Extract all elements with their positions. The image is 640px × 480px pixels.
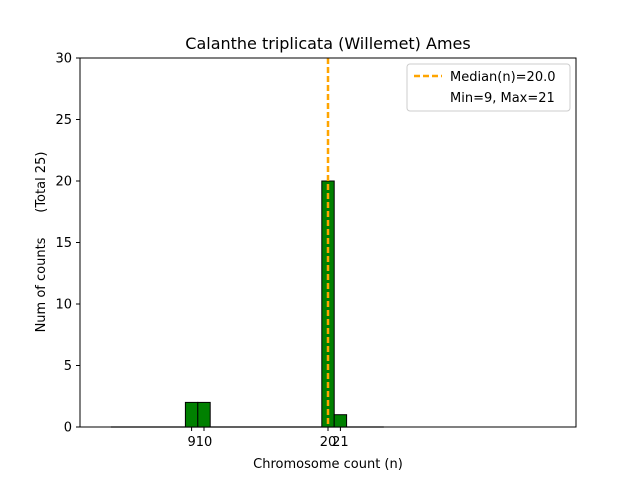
x-tick-label: 9 [187,435,195,450]
y-tick-label: 20 [55,175,72,190]
chart-title: Calanthe triplicata (Willemet) Ames [185,34,470,53]
y-tick-label: 0 [64,421,72,436]
legend-median-label: Median(n)=20.0 [450,70,556,85]
x-tick-label: 21 [332,435,349,450]
legend: Median(n)=20.0 Min=9, Max=21 [406,63,571,112]
legend-box [406,63,571,112]
bars-group [111,180,384,428]
y-tick-label: 25 [55,113,72,128]
y-axis-label: Num of counts (Total 25) [34,152,49,333]
y-tick-label: 10 [55,298,72,313]
y-tick-label: 15 [55,236,72,251]
x-tick-label: 20 [320,435,337,450]
y-axis-ticks: 0 5 10 15 20 25 30 [55,52,80,436]
x-axis-label: Chromosome count (n) [253,457,403,472]
bar-10 [197,401,211,428]
legend-range-label: Min=9, Max=21 [450,91,555,106]
bar-9 [184,401,199,428]
y-tick-label: 5 [64,359,72,374]
y-tick-label: 30 [55,52,72,67]
bar-21 [333,414,348,428]
x-tick-label: 10 [196,435,213,450]
